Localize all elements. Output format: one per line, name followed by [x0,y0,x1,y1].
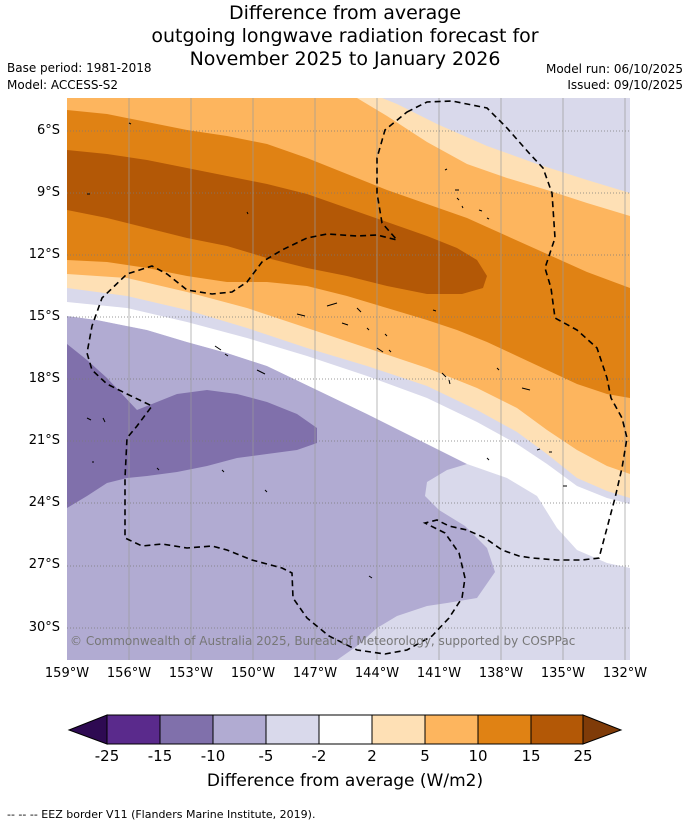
lon-label-153w: 153°W [168,666,214,681]
colorbar-tick-10: 25 [573,747,593,765]
model-name: Model: ACCESS-S2 [7,78,119,92]
title-line-3: November 2025 to January 2026 [189,48,501,70]
islands [86,122,567,579]
lat-label-9s: 9°S [36,185,60,200]
colorbar-segment-6 [372,715,425,744]
lat-label-24s: 24°S [28,495,60,510]
lon-label-138w: 138°W [478,666,524,681]
colorbar-tick-7: 5 [420,747,430,765]
base-period: Base period: 1981-2018 [7,61,152,75]
colorbar-segment-5 [319,715,372,744]
lat-label-30s: 30°S [28,620,60,635]
colorbar-tick-6: 2 [367,747,377,765]
lon-label-150w: 150°W [230,666,276,681]
olr-anomaly-map [67,98,630,660]
colorbar-segment-8 [478,715,531,744]
colorbar-segment-7 [425,715,478,744]
colorbar-tick-1: -25 [94,747,120,765]
lat-label-27s: 27°S [28,557,60,572]
colorbar-under-arrow [67,714,108,745]
lon-label-147w: 147°W [292,666,338,681]
colorbar-segment-2 [160,715,213,744]
lat-label-21s: 21°S [28,433,60,448]
colorbar-segment-4 [266,715,319,744]
colorbar-title: Difference from average (W/m2) [206,771,484,791]
copyright-notice: © Commonwealth of Australia 2025, Bureau… [70,634,576,648]
lon-label-144w: 144°W [354,666,400,681]
colorbar-segment-9 [531,715,583,744]
colorbar-tick-2: -15 [147,747,173,765]
lon-label-132w: 132°W [602,666,648,681]
colorbar-tick-8: 10 [468,747,488,765]
colorbar [67,714,623,745]
graticule [67,130,630,629]
lon-label-141w: 141°W [416,666,462,681]
model-run: Model run: 06/10/2025 [545,62,683,76]
colorbar-tick-9: 15 [521,747,541,765]
colorbar-tick-5: -2 [311,747,327,765]
colorbar-tick-3: -10 [200,747,226,765]
lat-label-15s: 15°S [28,309,60,324]
lat-label-18s: 18°S [28,371,60,386]
colorbar-segment-3 [213,715,266,744]
title-line-1: Difference from average [228,2,462,24]
footer-eez-note: -- -- -- EEZ border V11 (Flanders Marine… [7,808,316,821]
title-line-2: outgoing longwave radiation forecast for [151,25,539,47]
eez-border-french-polynesia [86,100,628,655]
meridians [128,98,626,660]
lon-label-159w: 159°W [44,666,90,681]
colorbar-tick-4: -5 [258,747,274,765]
band-neg2-2 [67,302,630,568]
colorbar-segment-1 [107,715,160,744]
band-neg10-neg15 [67,344,317,508]
band-15-25 [67,150,487,294]
lon-label-156w: 156°W [106,666,152,681]
issued-date: Issued: 09/10/2025 [567,78,683,92]
lat-label-6s: 6°S [36,123,60,138]
colorbar-over-arrow [582,714,623,745]
lat-label-12s: 12°S [28,247,60,262]
lon-label-135w: 135°W [540,666,586,681]
